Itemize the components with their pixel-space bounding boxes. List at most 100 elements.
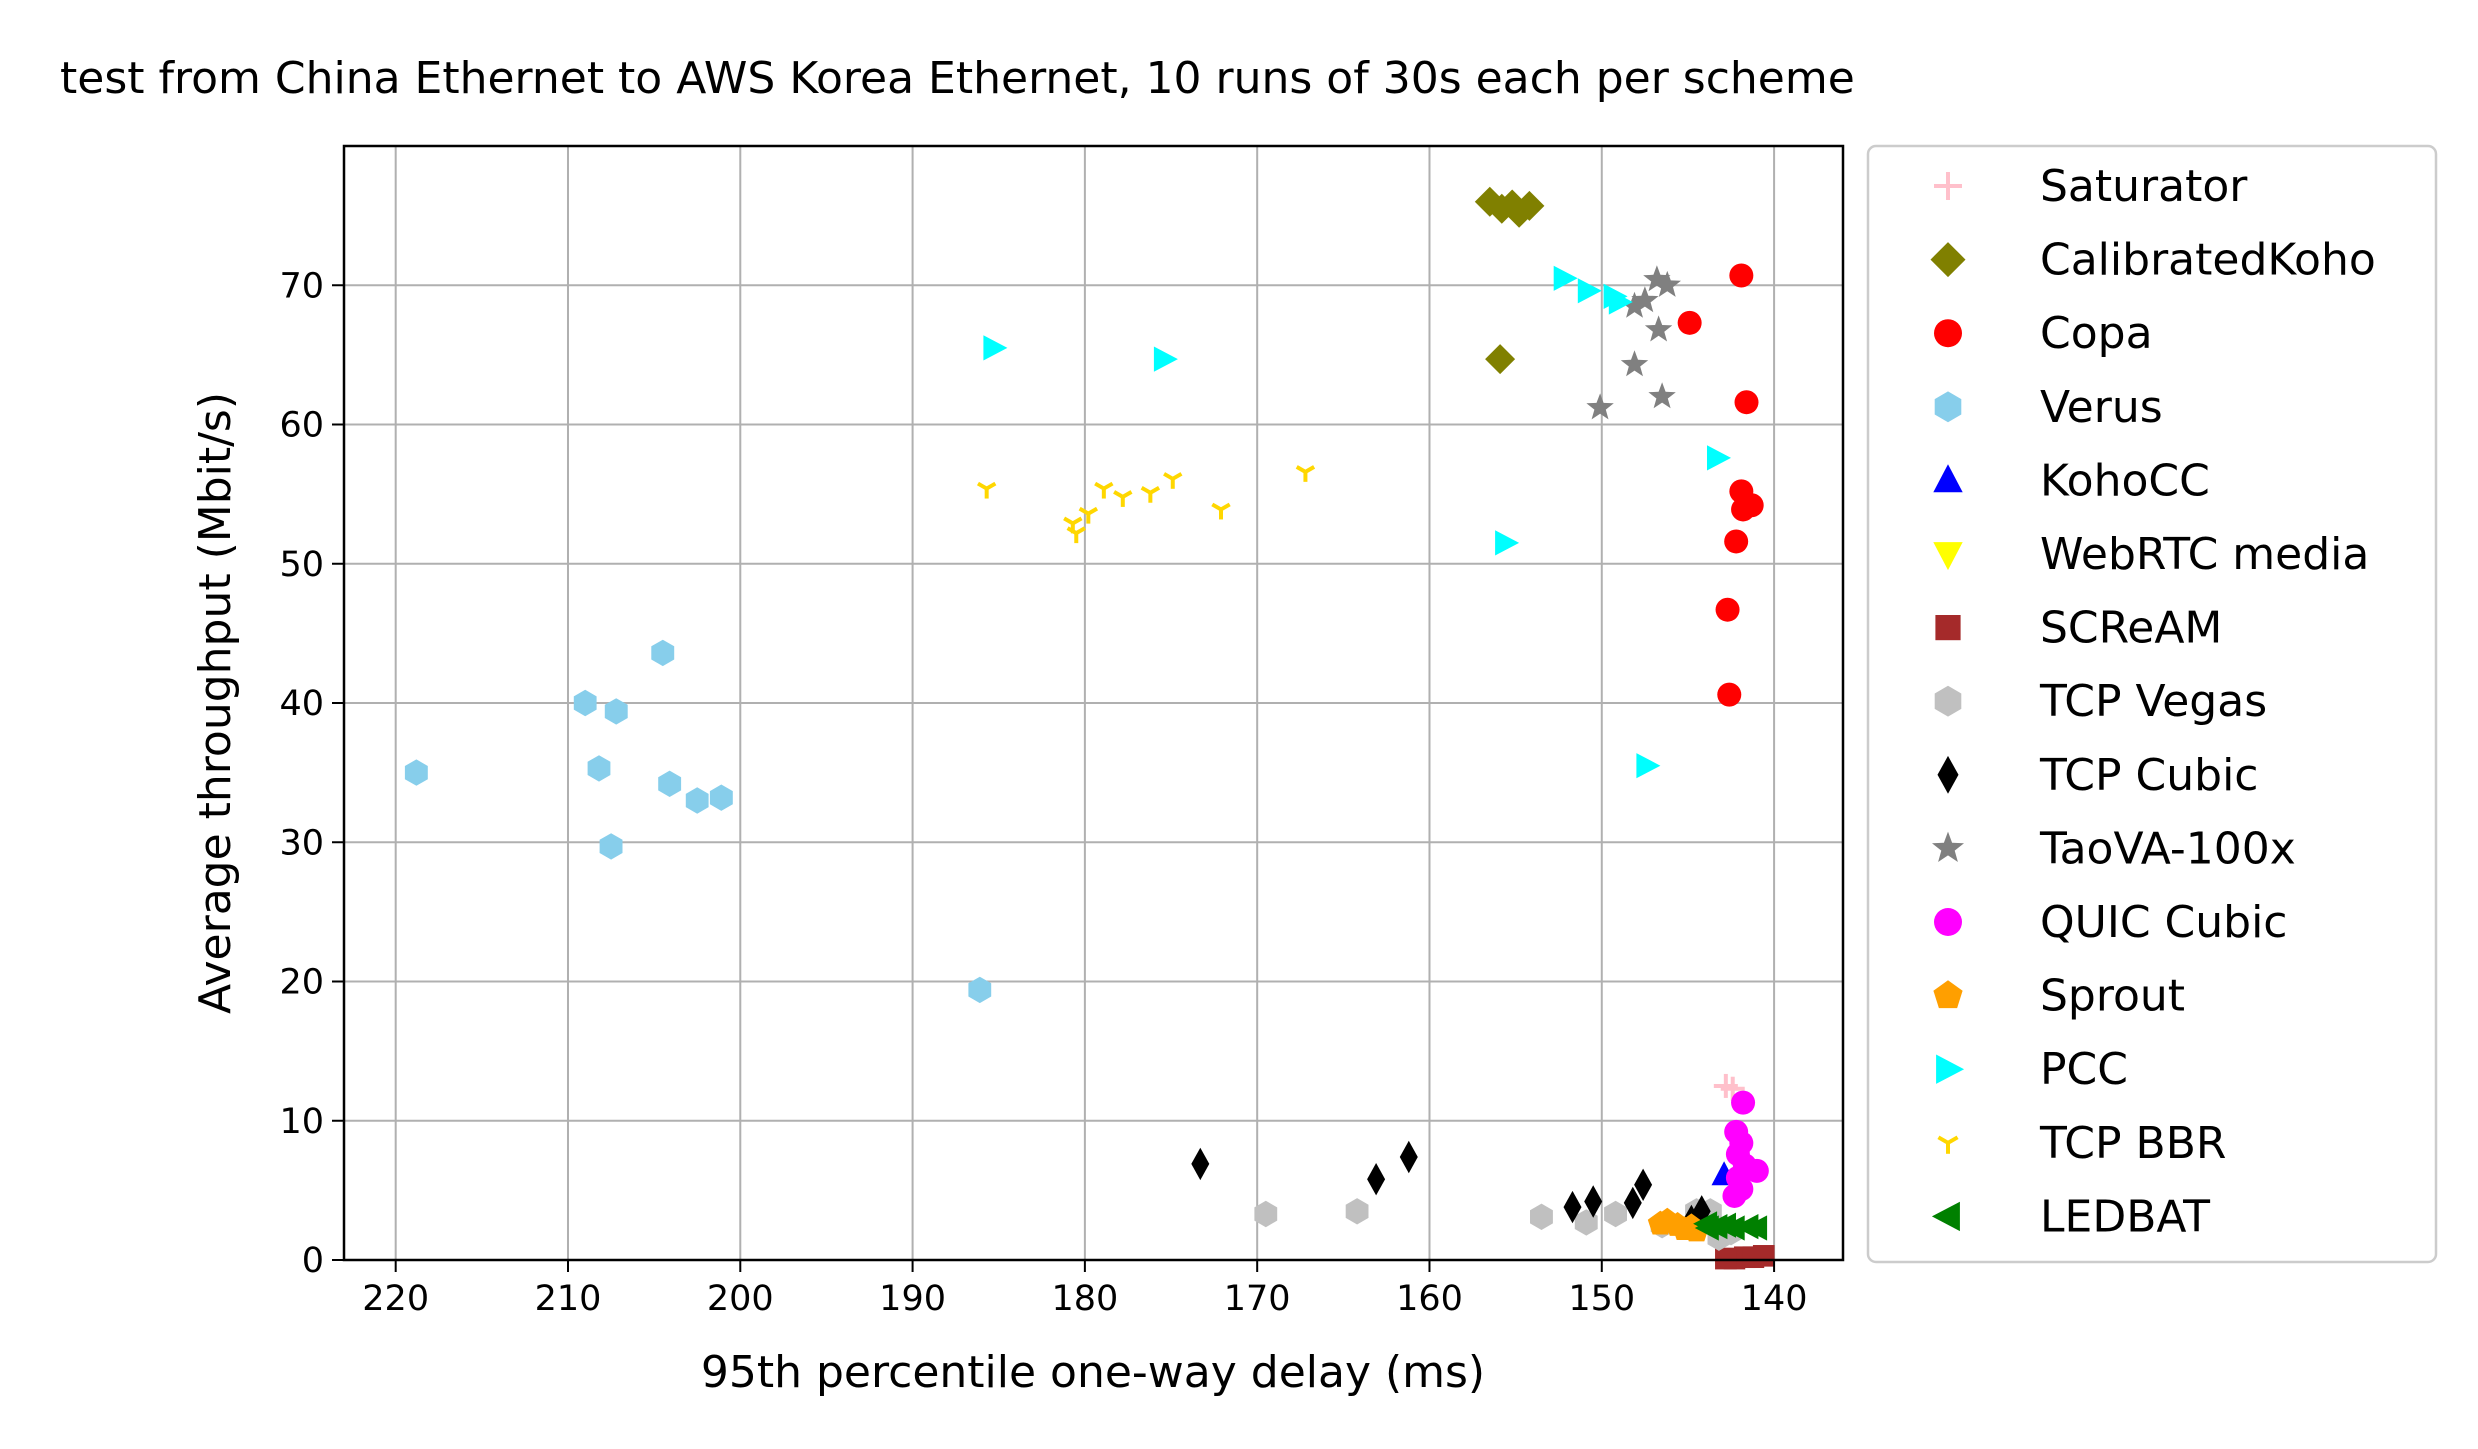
data-point xyxy=(1693,1211,1718,1237)
series-calibratedkoho xyxy=(1474,186,1545,375)
legend-frame xyxy=(1866,144,2438,1264)
data-point xyxy=(1734,390,1759,415)
data-point xyxy=(1634,1168,1653,1201)
x-tick-label: 160 xyxy=(1396,1279,1463,1319)
data-point xyxy=(404,759,428,786)
data-point xyxy=(1636,753,1661,779)
data-point xyxy=(1574,1209,1598,1236)
legend-marker xyxy=(1934,319,1962,348)
x-tick-label: 220 xyxy=(362,1279,429,1319)
legend-label: PCC xyxy=(2040,1044,2128,1095)
data-point xyxy=(1744,1158,1769,1183)
legend-label: KohoCC xyxy=(2040,455,2210,506)
x-tick-label: 190 xyxy=(879,1279,946,1319)
data-point xyxy=(573,689,597,717)
data-point xyxy=(1715,597,1740,622)
data-point xyxy=(968,976,992,1004)
data-point xyxy=(1677,310,1702,335)
legend-label: TCP Cubic xyxy=(2039,750,2259,801)
data-point xyxy=(1608,289,1633,315)
data-point xyxy=(1620,350,1649,377)
data-point xyxy=(1731,497,1756,522)
data-point xyxy=(1345,1198,1369,1225)
data-point xyxy=(1631,286,1659,313)
data-point xyxy=(1724,529,1749,554)
series-ledbat xyxy=(1693,1211,1768,1241)
series-tcp-bbr xyxy=(976,465,1316,544)
x-tick-label: 200 xyxy=(707,1279,774,1319)
y-tick-label: 20 xyxy=(279,963,324,1003)
data-point xyxy=(1577,278,1602,304)
legend-marker xyxy=(1935,615,1961,641)
data-point xyxy=(1620,291,1649,318)
legend-marker xyxy=(1933,464,1963,493)
data-point xyxy=(1140,485,1161,503)
data-point xyxy=(1743,1215,1768,1241)
legend-label: Saturator xyxy=(2040,161,2248,212)
data-point xyxy=(1722,1183,1747,1208)
data-point xyxy=(1553,265,1578,291)
data-point xyxy=(1584,1185,1603,1218)
legend-marker xyxy=(1933,980,1963,1009)
data-point xyxy=(1295,465,1316,482)
legend-marker xyxy=(1934,908,1962,936)
x-tick-label: 140 xyxy=(1741,1279,1808,1319)
data-point xyxy=(1643,265,1671,292)
legend-label: CalibratedKoho xyxy=(2040,235,2376,286)
data-point xyxy=(1586,393,1614,420)
legend-marker xyxy=(1933,542,1963,571)
legend-label: Verus xyxy=(2040,382,2163,433)
data-point xyxy=(1604,1200,1627,1228)
data-point xyxy=(1731,1090,1756,1115)
series-scream xyxy=(1715,1245,1775,1270)
x-tick-label: 150 xyxy=(1568,1279,1635,1319)
data-point xyxy=(658,770,682,797)
legend-marker xyxy=(1932,831,1964,862)
data-point xyxy=(1514,190,1545,221)
data-point xyxy=(1094,481,1114,499)
data-point xyxy=(1717,682,1742,707)
data-point xyxy=(1647,1210,1673,1235)
data-point xyxy=(1153,346,1178,372)
legend: Saturator CalibratedKoho Copa Verus KohoCC We… xyxy=(1866,144,2438,1264)
legend-label: WebRTC media xyxy=(2040,529,2369,580)
data-point xyxy=(1078,506,1099,524)
legend-marker xyxy=(1934,391,1962,423)
legend-label: TCP BBR xyxy=(2039,1118,2226,1169)
data-point xyxy=(1644,315,1673,342)
data-point xyxy=(1729,263,1754,288)
x-tick-label: 180 xyxy=(1051,1279,1118,1319)
legend-label: LEDBAT xyxy=(2040,1191,2210,1242)
data-point xyxy=(983,335,1008,361)
data-point xyxy=(1530,1203,1553,1230)
legend-label: TaoVA-100x xyxy=(2039,823,2296,874)
data-point xyxy=(1720,1215,1745,1241)
y-axis-label: Average throughput (Mbit/s) xyxy=(190,392,241,1014)
series-verus xyxy=(404,639,992,1004)
grid-lines xyxy=(344,146,1843,1261)
y-tick-label: 10 xyxy=(279,1102,324,1142)
legend-marker xyxy=(1931,1201,1960,1232)
legend-marker xyxy=(1936,1054,1965,1084)
data-point xyxy=(1367,1163,1386,1196)
data-point xyxy=(587,755,611,782)
data-point xyxy=(1113,490,1133,507)
legend-label: Copa xyxy=(2040,308,2153,359)
data-point xyxy=(1495,530,1520,556)
data-point xyxy=(651,639,675,667)
data-point xyxy=(1707,445,1731,471)
legend-label: TCP Vegas xyxy=(2039,676,2267,727)
data-points xyxy=(404,186,1775,1270)
legend-marker xyxy=(1930,242,1966,278)
y-tick-label: 40 xyxy=(279,684,324,724)
data-point xyxy=(1399,1140,1418,1174)
legend-label: QUIC Cubic xyxy=(2040,897,2287,948)
data-point xyxy=(709,784,733,811)
data-point xyxy=(1563,1190,1582,1224)
data-point xyxy=(1254,1200,1278,1228)
data-point xyxy=(1066,526,1086,544)
y-tick-label: 30 xyxy=(279,823,324,863)
legend-label: Sprout xyxy=(2040,971,2185,1022)
data-point xyxy=(1211,502,1231,520)
